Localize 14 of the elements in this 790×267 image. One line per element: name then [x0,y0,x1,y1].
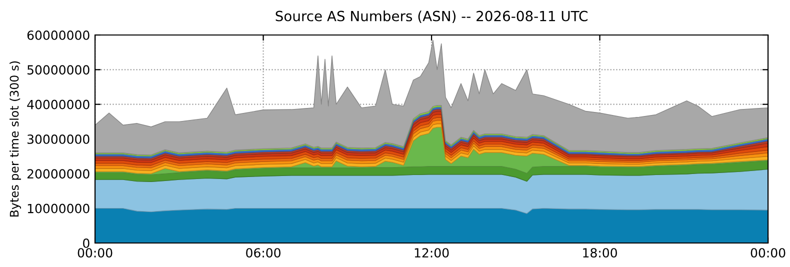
y-tick-label: 10000000 [28,204,90,214]
x-tick-label: 06:00 [246,248,280,258]
y-tick-label: 40000000 [27,100,90,110]
x-tick-label: 00:00 [78,248,112,258]
x-tick-label: 00:00 [750,248,786,258]
y-tick-label: 20000000 [27,169,90,179]
x-tick-label: 12:00 [414,248,449,258]
y-tick-label: 0 [83,238,90,248]
chart-title: Source AS Numbers (ASN) -- 2026-08-11 UTC [276,10,588,23]
y-tick-label: 50000000 [28,65,90,75]
x-tick-label: 18:00 [583,248,617,258]
y-axis-title: Bytes per time slot (300 s) [10,61,21,217]
y-tick-label: 60000000 [27,30,90,40]
y-tick-label: 30000000 [28,134,90,144]
